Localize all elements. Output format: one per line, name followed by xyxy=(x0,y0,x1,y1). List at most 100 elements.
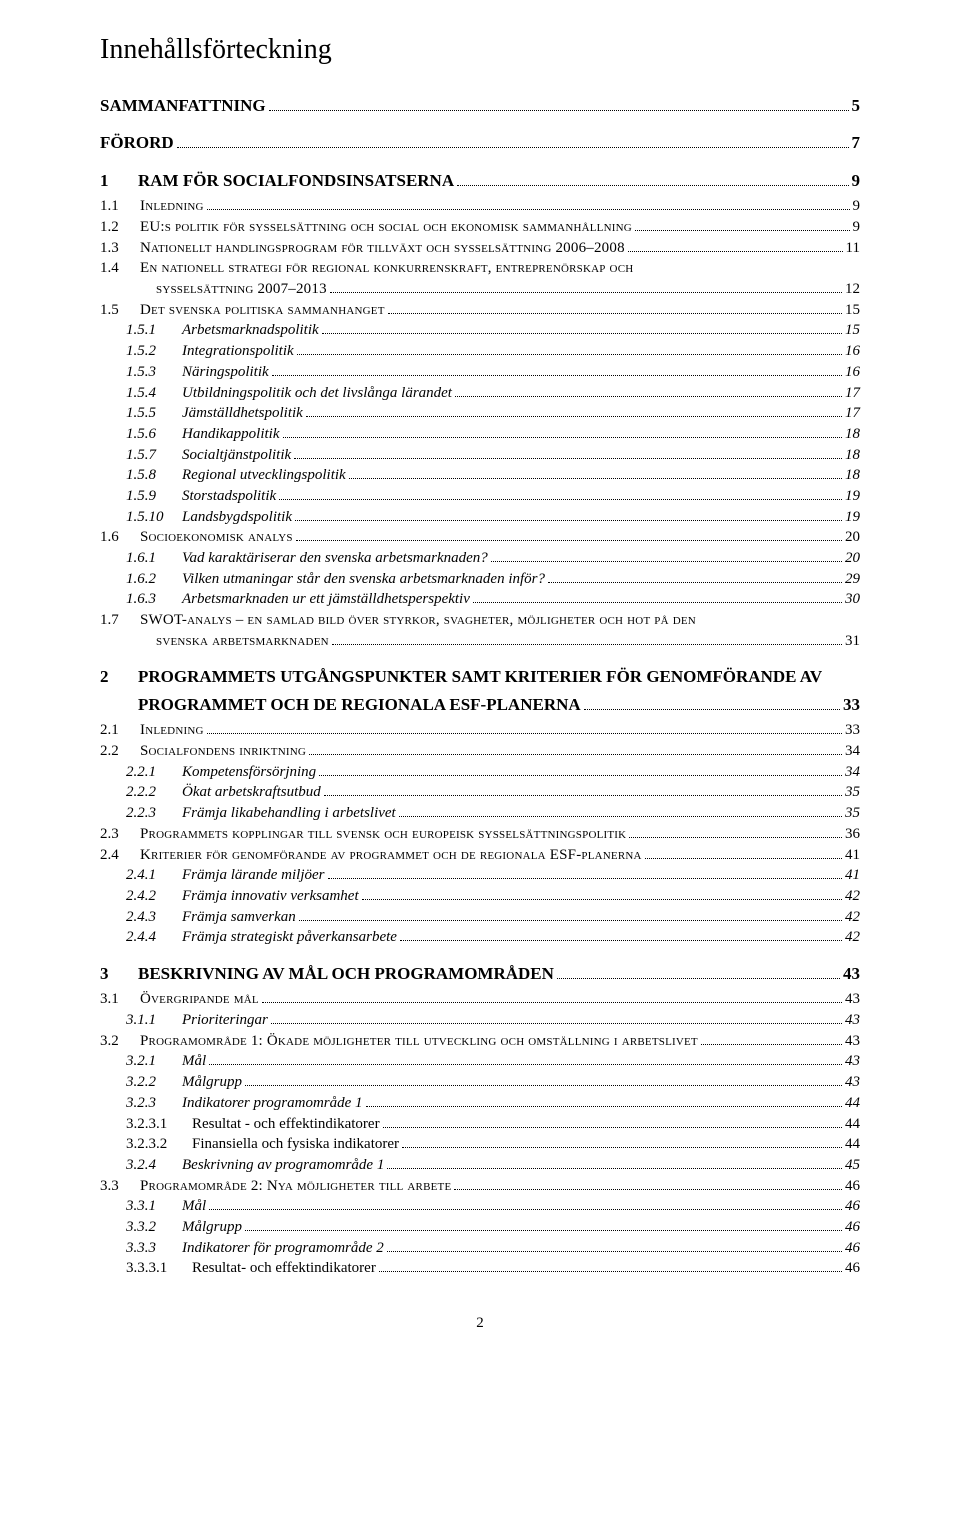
toc-page: 41 xyxy=(845,865,860,886)
toc-number: 2.4.4 xyxy=(126,927,182,948)
toc-label: Prioriteringar xyxy=(182,1010,268,1031)
toc-number: 3.3.3 xyxy=(126,1238,182,1259)
toc-label: Indikatorer programområde 1 xyxy=(182,1093,363,1114)
toc-entry: 1.6.2Vilken utmaningar står den svenska … xyxy=(126,569,860,590)
toc-leader xyxy=(387,1168,842,1169)
toc-number: 2.2 xyxy=(100,741,140,762)
toc-number: 2.3 xyxy=(100,824,140,845)
toc-number: 1.6.2 xyxy=(126,569,182,590)
toc-number: 2.2.3 xyxy=(126,803,182,824)
toc-label: Övergripande mål xyxy=(140,989,259,1010)
toc-page: 17 xyxy=(845,403,860,424)
toc-entry: 1.6.1Vad karaktäriserar den svenska arbe… xyxy=(126,548,860,569)
toc-label: FÖRORD xyxy=(100,131,174,154)
toc-leader xyxy=(309,754,842,755)
toc-entry: 1.5.8Regional utvecklingspolitik18 xyxy=(126,465,860,486)
toc-label: Jämställdhetspolitik xyxy=(182,403,303,424)
toc-label: Vad karaktäriserar den svenska arbetsmar… xyxy=(182,548,488,569)
toc-entry: 2.1Inledning33 xyxy=(100,720,860,741)
toc-leader xyxy=(306,416,842,417)
toc-entry: 1.5.7Socialtjänstpolitik18 xyxy=(126,445,860,466)
toc-number: 3.1.1 xyxy=(126,1010,182,1031)
toc-number: 1.5.2 xyxy=(126,341,182,362)
toc-page: 19 xyxy=(845,486,860,507)
toc-number: 3.2.1 xyxy=(126,1051,182,1072)
toc-entry: 1.5.2Integrationspolitik16 xyxy=(126,341,860,362)
toc-entry: 3.3.3Indikatorer för programområde 246 xyxy=(126,1238,860,1259)
toc-entry-continuation: svenska arbetsmarknaden31 xyxy=(100,631,860,652)
toc-label: RAM FÖR SOCIALFONDSINSATSERNA xyxy=(124,169,454,192)
toc-entry: 3BESKRIVNING AV MÅL OCH PROGRAMOMRÅDEN43 xyxy=(100,962,860,985)
toc-number: 1.5.9 xyxy=(126,486,182,507)
toc-label: PROGRAMMET OCH DE REGIONALA ESF-PLANERNA xyxy=(124,693,581,716)
toc-label: Programområde 2: Nya möjligheter till ar… xyxy=(140,1176,451,1197)
toc-entry: 3.3Programområde 2: Nya möjligheter till… xyxy=(100,1176,860,1197)
toc-leader xyxy=(584,709,840,710)
toc-entry: 2.4.1Främja lärande miljöer41 xyxy=(126,865,860,886)
toc-label: Arbetsmarknaden ur ett jämställdhetspers… xyxy=(182,589,470,610)
toc-leader xyxy=(455,396,842,397)
toc-label: Vilken utmaningar står den svenska arbet… xyxy=(182,569,545,590)
toc-leader xyxy=(245,1085,842,1086)
toc-entry: 1.5.9Storstadspolitik19 xyxy=(126,486,860,507)
toc-number: 1.5.4 xyxy=(126,383,182,404)
toc-entry: 1.6.3Arbetsmarknaden ur ett jämställdhet… xyxy=(126,589,860,610)
toc-page: 46 xyxy=(845,1217,860,1238)
toc-leader xyxy=(387,1251,842,1252)
toc-number: 1.5.3 xyxy=(126,362,182,383)
toc-entry: 3.1.1Prioriteringar43 xyxy=(126,1010,860,1031)
toc-number: 1.6.3 xyxy=(126,589,182,610)
toc-label: Främja strategiskt påverkansarbete xyxy=(182,927,397,948)
toc-page: 42 xyxy=(845,886,860,907)
toc-label: Målgrupp xyxy=(182,1217,242,1238)
toc-page: 42 xyxy=(845,927,860,948)
toc-number: 3.1 xyxy=(100,989,140,1010)
toc-leader xyxy=(322,333,842,334)
toc-number: 3.3 xyxy=(100,1176,140,1197)
toc-label: Handikappolitik xyxy=(182,424,280,445)
toc-entry: 3.2.4Beskrivning av programområde 145 xyxy=(126,1155,860,1176)
toc-page: 34 xyxy=(845,741,860,762)
toc-leader xyxy=(207,209,850,210)
toc-label: Landsbygdspolitik xyxy=(182,507,292,528)
toc-label: Resultat- och effektindikatorer xyxy=(192,1258,376,1279)
toc-leader xyxy=(319,775,842,776)
toc-number: 2 xyxy=(100,665,124,688)
toc-label: SAMMANFATTNING xyxy=(100,94,266,117)
toc-label: Socialfondens inriktning xyxy=(140,741,306,762)
toc-number: 3.2.4 xyxy=(126,1155,182,1176)
toc-leader xyxy=(271,1023,842,1024)
toc-leader xyxy=(299,920,842,921)
toc-leader xyxy=(645,858,842,859)
toc-leader xyxy=(366,1106,842,1107)
toc-entry: FÖRORD7 xyxy=(100,131,860,154)
toc-page: 43 xyxy=(843,962,860,985)
toc-label: Mål xyxy=(182,1051,206,1072)
toc-page: 20 xyxy=(845,527,860,548)
toc-entry: 2.2.1Kompetensförsörjning34 xyxy=(126,762,860,783)
toc-page: 30 xyxy=(845,589,860,610)
toc-label: Beskrivning av programområde 1 xyxy=(182,1155,384,1176)
toc-label: Främja lärande miljöer xyxy=(182,865,325,886)
toc-page: 11 xyxy=(846,238,860,259)
toc-entry: 1.3Nationellt handlingsprogram för tillv… xyxy=(100,238,860,259)
toc-entry: 2.4.3Främja samverkan42 xyxy=(126,907,860,928)
toc-page: 18 xyxy=(845,424,860,445)
toc-entry: 3.2.3.2Finansiella och fysiska indikator… xyxy=(126,1134,860,1155)
toc-label: BESKRIVNING AV MÅL OCH PROGRAMOMRÅDEN xyxy=(124,962,554,985)
toc-page: 20 xyxy=(845,548,860,569)
toc-label: Integrationspolitik xyxy=(182,341,294,362)
toc-page: 16 xyxy=(845,362,860,383)
toc-leader xyxy=(362,899,842,900)
toc-entry: 1.4En nationell strategi för regional ko… xyxy=(100,258,860,279)
toc-number: 2.4.3 xyxy=(126,907,182,928)
toc-page: 43 xyxy=(845,1051,860,1072)
toc-leader xyxy=(400,940,842,941)
toc-number: 2.4.2 xyxy=(126,886,182,907)
toc-page: 33 xyxy=(843,693,860,716)
toc-page: 44 xyxy=(845,1134,860,1155)
toc-leader xyxy=(349,478,842,479)
toc-page: 35 xyxy=(845,782,860,803)
toc-leader xyxy=(557,978,840,979)
toc-page: 9 xyxy=(853,196,861,217)
